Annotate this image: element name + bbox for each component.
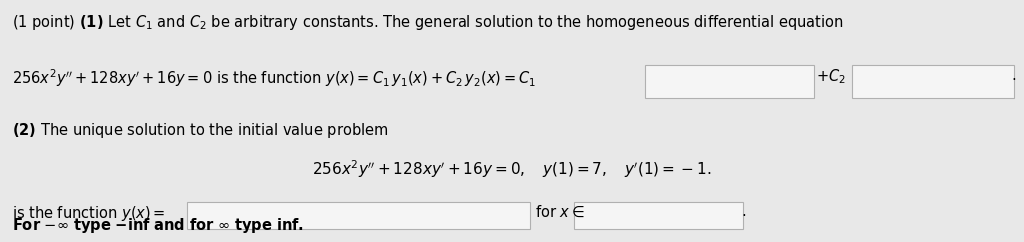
FancyBboxPatch shape — [574, 202, 743, 229]
Text: $256x^2y'' + 128xy' + 16y = 0, \quad y(1) = 7, \quad y'(1) = -1.$: $256x^2y'' + 128xy' + 16y = 0, \quad y(1… — [312, 159, 712, 180]
Text: is the function $y(x) =$: is the function $y(x) =$ — [12, 204, 166, 224]
Text: $\mathbf{For}\ {-\infty}\ \mathbf{type\ {-inf}\ and\ for}\ {\infty}\ \mathbf{typ: $\mathbf{For}\ {-\infty}\ \mathbf{type\ … — [12, 216, 304, 235]
Text: $256x^2y'' + 128xy' + 16y = 0$ is the function $y(x) = C_1\, y_1(x) + C_2\, y_2(: $256x^2y'' + 128xy' + 16y = 0$ is the fu… — [12, 68, 537, 90]
FancyBboxPatch shape — [852, 65, 1014, 98]
Text: .: . — [741, 204, 746, 219]
FancyBboxPatch shape — [645, 65, 814, 98]
FancyBboxPatch shape — [187, 202, 530, 229]
Text: $+C_2$: $+C_2$ — [816, 68, 846, 86]
Text: for $x \in$: for $x \in$ — [535, 204, 585, 220]
Text: .: . — [1012, 68, 1017, 83]
Text: $\mathbf{(2)}$ The unique solution to the initial value problem: $\mathbf{(2)}$ The unique solution to th… — [12, 121, 389, 140]
Text: (1 point) $\mathbf{(1)}$ Let $C_1$ and $C_2$ be arbitrary constants. The general: (1 point) $\mathbf{(1)}$ Let $C_1$ and $… — [12, 13, 844, 32]
